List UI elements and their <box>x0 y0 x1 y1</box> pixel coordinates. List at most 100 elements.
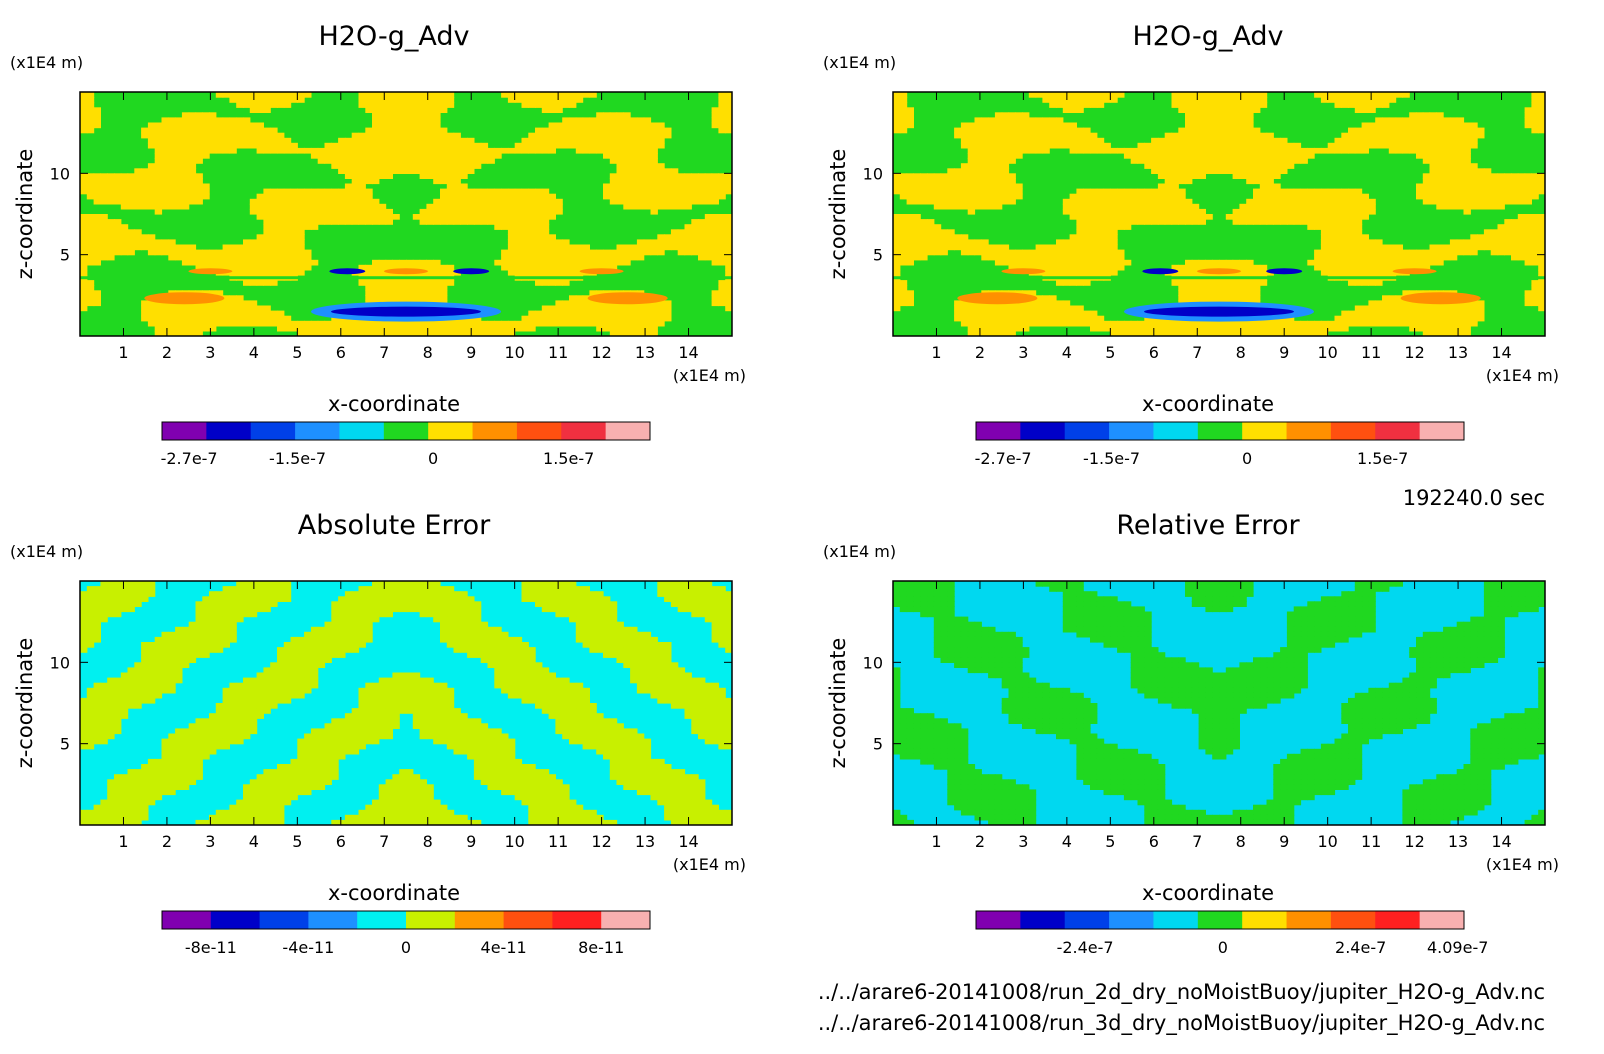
field-cell <box>954 173 962 179</box>
field-cell <box>263 127 271 134</box>
field-cell <box>263 137 271 144</box>
field-cell <box>1334 137 1342 144</box>
field-cell <box>1429 147 1437 154</box>
field-cell <box>541 239 550 246</box>
field-cell <box>310 147 319 154</box>
field-cell <box>80 596 88 602</box>
field-cell <box>893 285 901 291</box>
field-cell <box>378 112 387 118</box>
field-cell <box>1354 249 1363 256</box>
field-cell <box>609 310 618 317</box>
field-cell <box>1035 259 1043 266</box>
field-cell <box>1212 264 1220 271</box>
field-cell <box>147 142 156 149</box>
field-cell <box>562 315 570 322</box>
field-cell <box>1151 147 1159 154</box>
field-cell <box>1511 239 1519 246</box>
field-cell <box>575 259 584 266</box>
field-cell <box>467 219 475 225</box>
field-cell <box>1103 92 1111 98</box>
field-cell <box>1368 269 1376 276</box>
field-cell <box>899 173 908 179</box>
field-cell <box>507 239 516 246</box>
field-cell <box>1246 219 1254 225</box>
field-cell <box>1348 280 1356 286</box>
field-cell <box>222 596 230 602</box>
field-cell <box>1456 310 1465 317</box>
field-cell <box>277 147 285 154</box>
field-cell <box>372 117 380 124</box>
field-cell <box>1470 239 1478 246</box>
field-cell <box>365 158 373 164</box>
field-cell <box>385 219 393 225</box>
field-cell <box>1402 300 1410 307</box>
field-cell <box>541 219 550 225</box>
field-cell <box>161 168 169 174</box>
field-cell <box>317 198 326 205</box>
field-cell <box>698 234 706 240</box>
field-cell <box>1246 153 1254 159</box>
x-tick-label: 12 <box>1404 343 1424 362</box>
field-cell <box>1103 269 1111 276</box>
field-cell <box>1483 239 1492 246</box>
field-cell <box>263 107 271 113</box>
field-cell <box>684 173 692 179</box>
field-cell <box>1151 214 1159 220</box>
field-cell <box>372 178 380 185</box>
field-cell <box>80 188 88 195</box>
field-cell <box>365 92 373 98</box>
field-cell <box>1191 280 1200 286</box>
field-cell <box>385 295 393 301</box>
field-cell <box>1232 163 1240 169</box>
field-cell <box>1436 112 1444 118</box>
field-cell <box>365 325 373 332</box>
field-cell <box>1185 178 1193 185</box>
field-cell <box>243 269 251 276</box>
field-cell <box>209 310 217 317</box>
field-cell <box>446 214 455 220</box>
field-cell <box>385 97 393 103</box>
field-cell <box>1246 269 1254 276</box>
field-cell <box>1368 198 1376 205</box>
field-cell <box>1239 259 1247 266</box>
field-cell <box>698 586 706 592</box>
field-cell <box>1286 163 1295 169</box>
field-cell <box>664 310 672 317</box>
field-cell <box>974 127 982 134</box>
field-cell <box>1239 173 1247 179</box>
field-cell <box>86 280 95 286</box>
field-cell <box>338 188 346 195</box>
field-cell <box>426 158 434 164</box>
field-cell <box>507 264 516 271</box>
field-cell <box>657 183 665 190</box>
field-cell <box>181 305 190 312</box>
field-cell <box>1076 234 1084 240</box>
field-cell <box>1531 224 1539 230</box>
field-cell <box>1035 310 1043 317</box>
field-cell <box>974 168 982 174</box>
field-cell <box>725 280 732 286</box>
field-cell <box>1456 178 1465 185</box>
field-cell <box>426 280 434 286</box>
field-cell <box>501 203 509 210</box>
field-cell <box>93 117 101 124</box>
field-cell <box>1069 259 1077 266</box>
field-cell <box>209 137 217 144</box>
field-cell <box>1219 280 1227 286</box>
field-cell <box>1117 203 1125 210</box>
field-cell <box>1382 315 1390 322</box>
x-tick-label: 13 <box>1448 343 1468 362</box>
field-cell <box>670 203 679 210</box>
field-cell <box>80 107 88 113</box>
field-cell <box>1524 254 1532 261</box>
field-cell <box>433 142 441 149</box>
field-cell <box>650 168 658 174</box>
field-cell <box>467 142 475 149</box>
field-cell <box>725 269 732 276</box>
field-cell <box>1239 219 1247 225</box>
field-cell <box>134 581 142 587</box>
x-tick-label: 10 <box>504 343 524 362</box>
field-cell <box>569 264 577 271</box>
field-cell <box>1382 254 1390 261</box>
field-cell <box>1178 269 1186 276</box>
